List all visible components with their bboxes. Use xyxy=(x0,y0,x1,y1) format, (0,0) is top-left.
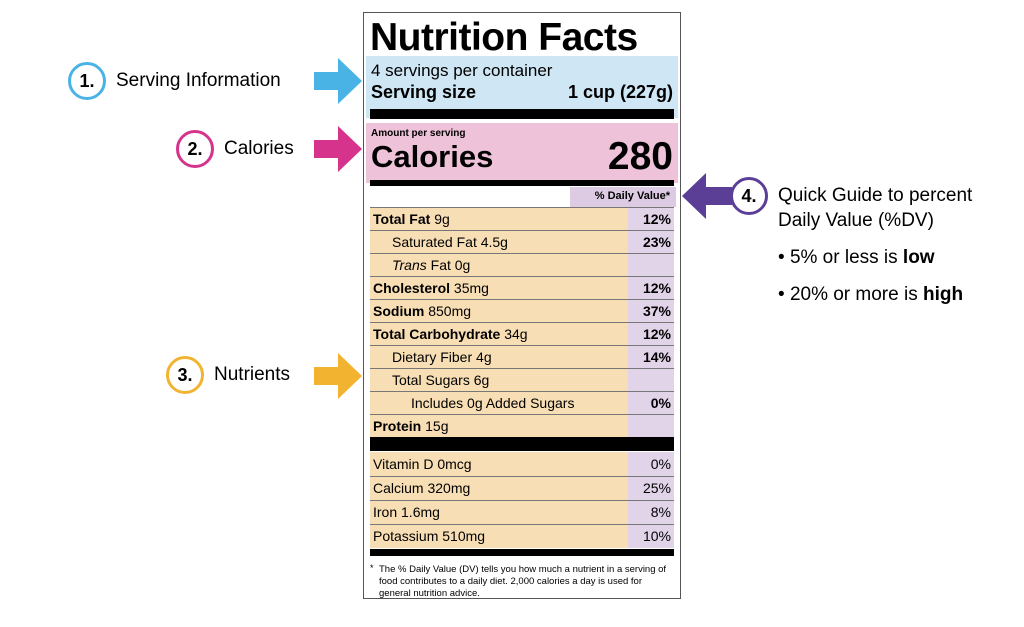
nutrient-amount: 9g xyxy=(434,211,450,227)
nutrient-dv: 12% xyxy=(642,280,671,296)
nutrient-row-cholesterol: Cholesterol 35mg 12% xyxy=(370,276,674,299)
nutrient-name: Protein xyxy=(373,418,422,434)
nutrient-name: Trans xyxy=(392,257,427,273)
callout-number-2: 2. xyxy=(176,130,214,168)
nutrient-row-dietary-fiber: Dietary Fiber 4g 14% xyxy=(370,345,674,368)
nutrient-name: Cholesterol xyxy=(373,280,451,296)
callout-label-quick-guide: Quick Guide to percent Daily Value (%DV) xyxy=(778,185,973,231)
daily-value-header-highlight xyxy=(570,187,676,207)
guide-bullet-low: • 5% or less is low xyxy=(778,245,1018,270)
calories-highlight xyxy=(366,123,678,183)
footnote: * The % Daily Value (DV) tells you how m… xyxy=(370,563,674,600)
nutrient-name: Total Carbohydrate xyxy=(373,326,501,342)
vitamin-dv: 10% xyxy=(642,528,671,544)
thick-divider xyxy=(370,180,674,186)
nutrient-row-added-sugars: Includes 0g Added Sugars 0% xyxy=(370,391,674,414)
nutrient-amount: 850mg xyxy=(428,303,472,319)
vitamin-dv: 0% xyxy=(650,455,671,472)
callout-label-calories: Calories xyxy=(224,138,294,159)
daily-value-guide: Quick Guide to percent Daily Value (%DV)… xyxy=(778,183,1018,307)
vitamin-name: Potassium xyxy=(373,528,439,544)
nutrient-dv: 12% xyxy=(642,211,671,227)
vitamin-row-vitamin-d: Vitamin D 0mcg 0% xyxy=(370,452,674,475)
callout-calories: 2. Calories xyxy=(176,130,294,168)
nutrient-row-saturated-fat: Saturated Fat 4.5g 23% xyxy=(370,230,674,253)
nutrient-row-sodium: Sodium 850mg 37% xyxy=(370,299,674,322)
callout-number-4: 4. xyxy=(730,177,768,215)
vitamin-row-calcium: Calcium 320mg 25% xyxy=(370,476,674,499)
thick-divider xyxy=(370,549,674,556)
nutrient-amount: 6g xyxy=(473,372,490,388)
bullet-mark: • xyxy=(778,284,785,305)
nutrient-row-total-sugars: Total Sugars 6g xyxy=(370,368,674,391)
guide-bullet-low-emph: low xyxy=(902,247,935,268)
nutrient-name: Dietary Fiber xyxy=(392,349,473,365)
nutrient-row-total-carbohydrate: Total Carbohydrate 34g 12% xyxy=(370,322,674,345)
label-title: Nutrition Facts xyxy=(370,16,638,59)
footnote-asterisk: * xyxy=(370,563,374,573)
vitamin-name: Calcium xyxy=(373,480,424,496)
arrow-left-icon xyxy=(682,173,732,219)
vitamin-name: Vitamin D xyxy=(373,455,434,472)
nutrient-row-trans-fat: Trans Fat 0g xyxy=(370,253,674,276)
calories-value: 280 xyxy=(607,135,673,178)
calories-label: Calories xyxy=(371,139,494,174)
nutrient-amount: 4.5g xyxy=(480,234,508,250)
nutrient-row-total-fat: Total Fat 9g 12% xyxy=(370,207,674,230)
vitamin-name: Iron xyxy=(373,504,398,520)
nutrient-dv: 37% xyxy=(642,303,671,319)
nutrient-name: Sodium xyxy=(373,303,425,319)
vitamin-amount: 0mcg xyxy=(437,455,472,472)
nutrient-dv: 14% xyxy=(642,349,671,365)
bullet-mark: • xyxy=(778,247,785,268)
guide-bullet-high-text: 20% or more is xyxy=(789,284,918,305)
footnote-text: The % Daily Value (DV) tells you how muc… xyxy=(379,564,667,599)
nutrition-facts-label: Nutrition Facts 4 servings per container… xyxy=(363,12,681,599)
calories-row: Calories 280 xyxy=(371,136,673,178)
callout-number-3: 3. xyxy=(166,356,204,394)
nutrient-amount: 4g xyxy=(476,349,492,365)
nutrient-name: Total Fat xyxy=(373,211,431,227)
guide-bullet-high-emph: high xyxy=(923,284,964,305)
serving-info-highlight xyxy=(366,56,678,118)
nutrient-amount: 15g xyxy=(425,418,449,434)
vitamin-dv: 8% xyxy=(650,504,671,520)
nutrient-dv: 23% xyxy=(642,234,671,250)
callout-number-1: 1. xyxy=(68,62,106,100)
daily-value-header: % Daily Value* xyxy=(594,190,670,202)
guide-bullet-low-text: 5% or less is xyxy=(789,247,898,268)
arrow-right-icon xyxy=(314,58,362,104)
callout-label-serving-information: Serving Information xyxy=(116,70,281,91)
guide-bullet-high: • 20% or more is high xyxy=(778,282,1018,307)
vitamin-amount: 510mg xyxy=(442,528,486,544)
servings-per-container: 4 servings per container xyxy=(371,61,553,80)
amount-per-serving: Amount per serving xyxy=(371,128,466,139)
nutrient-amount: 35mg xyxy=(453,280,489,296)
thick-divider xyxy=(370,437,674,451)
nutrient-dv: 0% xyxy=(650,395,671,411)
vitamin-amount: 320mg xyxy=(427,480,471,496)
arrow-right-icon xyxy=(314,353,362,399)
vitamin-row-potassium: Potassium 510mg 10% xyxy=(370,524,674,547)
arrow-right-icon xyxy=(314,126,362,172)
nutrient-name: Saturated Fat xyxy=(392,234,477,250)
vitamin-dv: 25% xyxy=(642,480,671,496)
serving-size-row: Serving size 1 cup (227g) xyxy=(371,82,673,103)
thick-divider xyxy=(370,109,674,119)
serving-size-label: Serving size xyxy=(371,82,477,102)
nutrient-amount: Fat 0g xyxy=(430,257,471,273)
nutrient-amount: 34g xyxy=(504,326,528,342)
nutrient-dv: 12% xyxy=(642,326,671,342)
callout-label-nutrients: Nutrients xyxy=(214,364,291,385)
vitamin-amount: 1.6mg xyxy=(401,504,440,520)
callout-nutrients: 3. Nutrients xyxy=(166,356,290,394)
nutrient-name: Includes 0g Added Sugars xyxy=(411,395,575,411)
callout-serving-information: 1. Serving Information xyxy=(68,62,281,100)
serving-size-value: 1 cup (227g) xyxy=(567,82,673,102)
vitamin-row-iron: Iron 1.6mg 8% xyxy=(370,500,674,523)
nutrient-row-protein: Protein 15g xyxy=(370,414,674,437)
nutrient-name: Total Sugars xyxy=(392,372,470,388)
